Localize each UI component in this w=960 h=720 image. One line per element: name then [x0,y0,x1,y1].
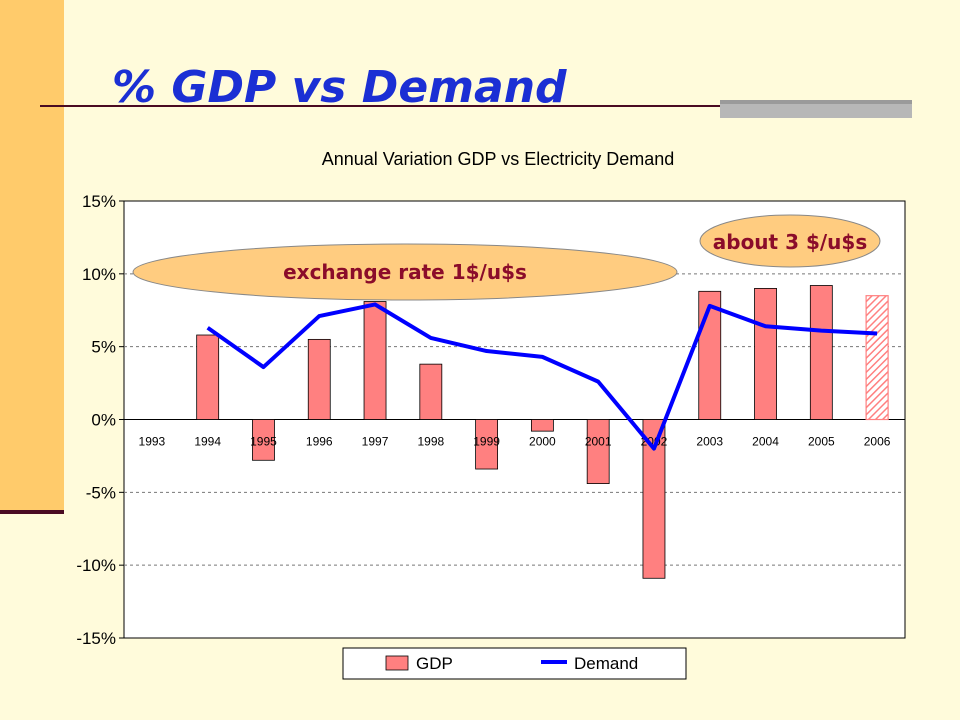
gdp-bar [865,295,889,421]
annotation-exchange-rate-text: exchange rate 1$/u$s [283,260,527,284]
slide-title: % GDP vs Demand [112,62,567,113]
sidebar-accent [0,0,64,512]
sidebar-underline [0,510,64,514]
annotation-exchange-rate: exchange rate 1$/u$s [132,243,678,301]
x-tick-label: 2006 [864,435,891,449]
gdp-bar [642,419,666,579]
y-tick-label: -5% [86,483,116,502]
title-bar-accent [720,100,912,118]
x-tick-label: 1995 [250,435,277,449]
gdp-bar [530,419,554,432]
annotation-about-3-text: about 3 $/u$s [713,230,867,254]
gdp-bar [475,419,499,470]
x-tick-label: 1999 [473,435,500,449]
x-tick-label: 2003 [696,435,723,449]
x-tick-label: 1998 [417,435,444,449]
gdp-bar [252,419,275,461]
gdp-bar [809,285,833,420]
y-tick-label: 10% [82,265,116,284]
x-tick-label: 1996 [306,435,333,449]
gdp-bar [586,419,610,484]
annotation-ellipse-right [699,214,881,268]
legend: GDP Demand [342,647,687,680]
title-rule [40,105,720,107]
y-tick-label: 15% [82,192,116,211]
gdp-bar [196,334,220,420]
legend-gdp-swatch [385,655,409,671]
x-tick-label: 2000 [529,435,556,449]
chart-title: Annual Variation GDP vs Electricity Dema… [322,149,675,169]
gdp-bar [419,363,443,420]
y-tick-label: 0% [91,411,116,430]
gdp-bar [754,287,777,420]
annotation-about-3: about 3 $/u$s [699,214,881,268]
y-tick-label: 5% [91,338,116,357]
x-tick-label: 1993 [139,435,166,449]
x-tick-label: 2004 [752,435,779,449]
legend-gdp-label: GDP [416,654,453,673]
gdp-bar [363,301,387,420]
y-tick-label: -10% [76,556,116,575]
y-tick-label: -15% [76,629,116,648]
title-bar-accent-top [720,100,912,104]
x-tick-label: 1997 [362,435,389,449]
annotation-ellipse-left [132,243,678,301]
x-tick-label: 2005 [808,435,835,449]
x-tick-label: 1994 [194,435,221,449]
legend-demand-label: Demand [574,654,638,673]
x-tick-label: 2001 [585,435,612,449]
gdp-bar [307,338,331,420]
